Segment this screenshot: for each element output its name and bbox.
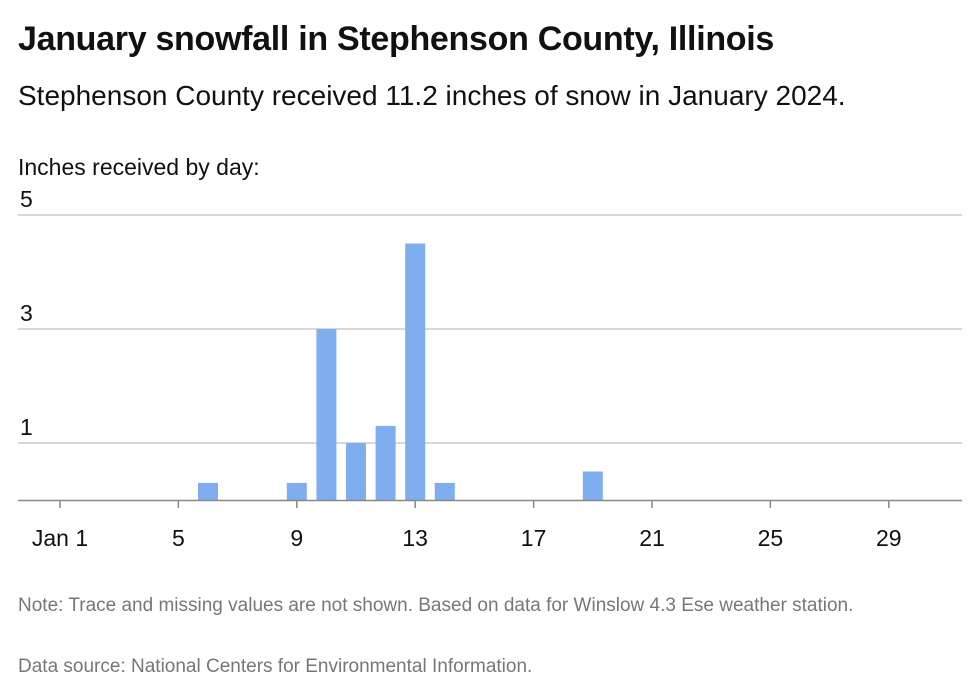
x-tick-labels: Jan 1 5 9 13 17 21 25 29 bbox=[32, 525, 902, 551]
bar-jan-13 bbox=[405, 243, 426, 500]
chart-subtitle: Stephenson County received 11.2 inches o… bbox=[18, 80, 846, 111]
x-tick-label: Jan 1 bbox=[32, 525, 88, 551]
x-tick-label: 9 bbox=[290, 525, 303, 551]
bar-jan-10 bbox=[316, 329, 337, 500]
y-tick-label: 5 bbox=[20, 190, 33, 212]
x-tick-label: 29 bbox=[876, 525, 902, 551]
snowfall-bar-chart: 135 Jan 1 5 9 13 17 21 25 29 bbox=[18, 190, 962, 551]
bar-jan-14 bbox=[434, 482, 455, 500]
grid-lines bbox=[18, 214, 962, 444]
x-tick-label: 25 bbox=[758, 525, 784, 551]
x-tick-label: 17 bbox=[521, 525, 547, 551]
x-tick-label: 21 bbox=[639, 525, 665, 551]
bar-jan-19 bbox=[582, 471, 603, 500]
footnote: Note: Trace and missing values are not s… bbox=[18, 595, 854, 616]
y-axis-label: Inches received by day: bbox=[18, 154, 260, 180]
chart-title: January snowfall in Stephenson County, I… bbox=[18, 20, 775, 58]
bar-jan-9 bbox=[286, 482, 307, 500]
bar-jan-12 bbox=[375, 425, 396, 500]
data-source: Data source: National Centers for Enviro… bbox=[18, 656, 533, 677]
bar-jan-11 bbox=[346, 443, 366, 500]
bars bbox=[198, 243, 603, 500]
x-tick-label: 13 bbox=[402, 525, 428, 551]
y-tick-labels: 1 3 5 bbox=[20, 190, 33, 440]
y-tick-label: 1 bbox=[20, 414, 33, 440]
y-tick-label: 3 bbox=[20, 300, 33, 326]
x-axis bbox=[18, 499, 962, 508]
x-tick-label: 5 bbox=[172, 525, 185, 551]
bar-jan-6 bbox=[198, 482, 218, 500]
